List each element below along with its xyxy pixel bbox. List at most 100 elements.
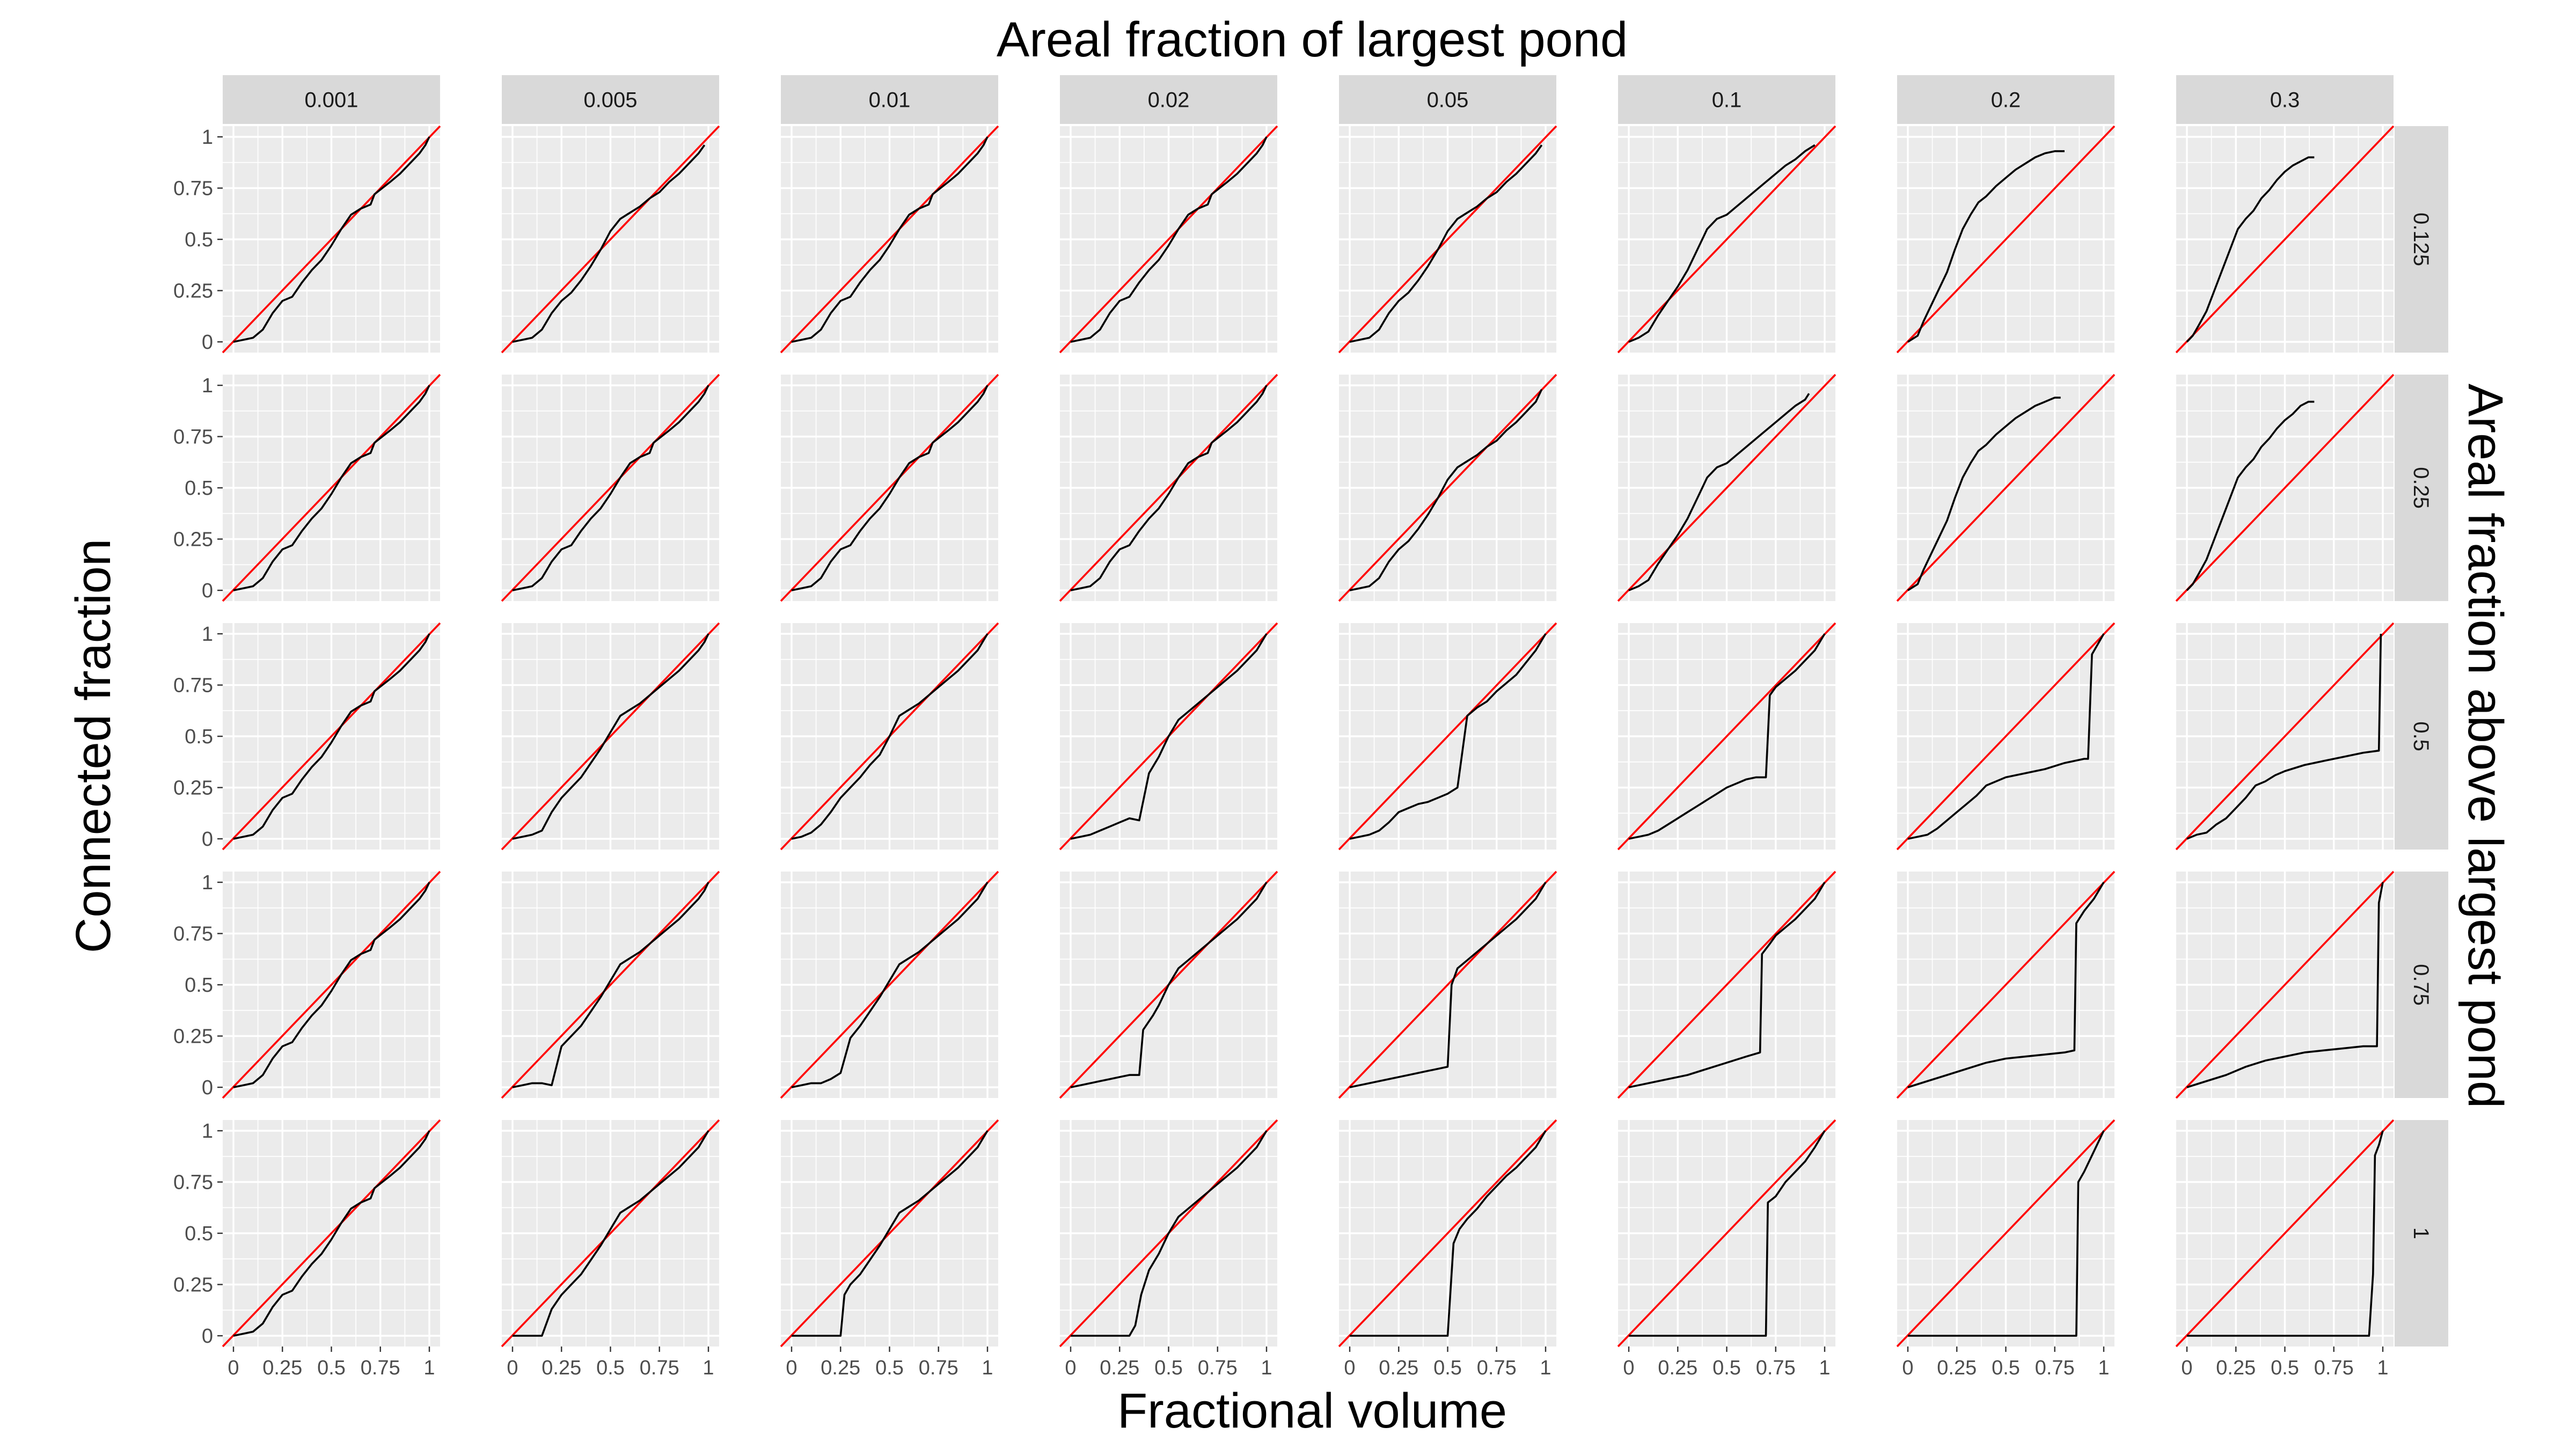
facet-panel: [1617, 125, 1836, 354]
x-tick-label: 0.75: [2035, 1357, 2075, 1379]
reference-line: [1896, 125, 2116, 354]
y-tick-label: 1: [202, 126, 213, 149]
panels-layer: 0.001 0.005 0.01 0.02 0.05 0.1 0.2 0.3 0.125 0.25…: [173, 75, 2448, 1379]
data-series-line: [1628, 633, 1826, 840]
reference-line: [1896, 1119, 2116, 1348]
row-strip-label: 0.25: [2409, 467, 2433, 509]
y-tick-label: 0: [202, 580, 213, 602]
data-series-line: [1907, 882, 2105, 1088]
y-tick-label: 0: [202, 1325, 213, 1348]
x-tick-label: 1: [2098, 1357, 2109, 1379]
data-series-line: [791, 136, 989, 343]
facet-panel: [780, 125, 999, 354]
y-tick-label: 0.25: [173, 280, 213, 303]
reference-line: [2175, 1119, 2395, 1348]
facet-panel: [1617, 374, 1836, 602]
x-tick-label: 0.75: [1198, 1357, 1238, 1379]
reference-line: [2175, 622, 2395, 851]
x-tick-label: 0.25: [821, 1357, 860, 1379]
facet-panel: [1059, 125, 1278, 354]
reference-line: [1059, 125, 1278, 354]
data-series-line: [1629, 1130, 1826, 1337]
y-tick-label: 0.25: [173, 1026, 213, 1048]
x-tick-label: 0: [2181, 1357, 2192, 1379]
x-tick-label: 0.75: [640, 1357, 679, 1379]
data-series-line: [1628, 144, 1816, 343]
data-series-line: [1907, 633, 2105, 840]
facet-panel: [501, 870, 720, 1099]
facet-panel: [1338, 622, 1557, 851]
x-tick-label: 0.25: [2216, 1357, 2256, 1379]
facet-panel: [2175, 870, 2395, 1099]
data-series-line: [791, 633, 989, 840]
facet-panel: [2175, 1119, 2395, 1348]
facet-panel: [1059, 374, 1278, 602]
reference-line: [1617, 1119, 1836, 1348]
x-tick-label: 0.25: [1937, 1357, 1977, 1379]
facet-panel: [780, 870, 999, 1099]
reference-line: [1617, 125, 1836, 354]
col-strip-label: 0.1: [1712, 89, 1742, 112]
reference-line: [2175, 870, 2395, 1099]
x-tick-label: 0.25: [1100, 1357, 1139, 1379]
col-strip-bg: [1897, 75, 2114, 124]
facet-panel: [1338, 125, 1557, 354]
facet-panel: [1896, 374, 2116, 602]
data-series-line: [1908, 1130, 2105, 1337]
y-tick-label: 0.75: [173, 178, 213, 200]
x-axis-title: Fractional volume: [1117, 1384, 1507, 1438]
y-tick-label: 0: [202, 1077, 213, 1099]
x-tick-label: 0: [786, 1357, 797, 1379]
col-strip-bg: [1618, 75, 1835, 124]
data-series-line: [791, 385, 989, 591]
facet-panel: [222, 374, 441, 602]
reference-line: [222, 125, 441, 354]
reference-line: [1059, 374, 1278, 602]
facet-panel: [2175, 125, 2395, 354]
reference-line: [1338, 125, 1557, 354]
facet-panel: [222, 870, 441, 1099]
reference-line: [1338, 622, 1557, 851]
x-tick-label: 1: [982, 1357, 993, 1379]
row-strip-bg: [2395, 623, 2448, 850]
x-tick-label: 0.5: [1713, 1357, 1741, 1379]
reference-line: [501, 1119, 720, 1348]
reference-line: [501, 622, 720, 851]
facet-panel: [1338, 1119, 1557, 1348]
facet-panel: [1059, 622, 1278, 851]
y-tick-label: 0: [202, 828, 213, 851]
row-strip-bg: [2395, 1120, 2448, 1346]
x-tick-label: 1: [423, 1357, 435, 1379]
data-series-line: [1349, 389, 1543, 591]
data-series-line: [2186, 882, 2384, 1088]
y-tick-label: 0.5: [185, 1223, 213, 1245]
x-tick-label: 0.25: [541, 1357, 581, 1379]
x-tick-label: 0.75: [919, 1357, 958, 1379]
facet-panel: [1338, 870, 1557, 1099]
facet-panel: [222, 1119, 441, 1348]
col-strip-bg: [2176, 75, 2394, 124]
facet-panel: [780, 374, 999, 602]
x-tick-label: 0.75: [361, 1357, 400, 1379]
y-tick-label: 1: [202, 1120, 213, 1143]
x-tick-label: 0: [1902, 1357, 1913, 1379]
data-series-line: [1907, 397, 2061, 591]
facet-panel: [222, 125, 441, 354]
reference-line: [1896, 374, 2116, 602]
data-series-line: [2186, 156, 2315, 343]
x-tick-label: 1: [2377, 1357, 2388, 1379]
y-tick-label: 0.75: [173, 426, 213, 449]
row-strip-label: 0.125: [2409, 213, 2433, 266]
reference-line: [1617, 622, 1836, 851]
y-tick-label: 0.25: [173, 529, 213, 551]
facet-panel: [1617, 622, 1836, 851]
facet-panel: [1896, 125, 2116, 354]
x-tick-label: 1: [1261, 1357, 1272, 1379]
y-tick-label: 1: [202, 375, 213, 397]
data-series-line: [1628, 882, 1826, 1088]
data-series-line: [233, 385, 430, 591]
reference-line: [1617, 374, 1836, 602]
y-tick-label: 0.5: [185, 726, 213, 748]
data-series-line: [1071, 1130, 1268, 1337]
reference-line: [780, 1119, 999, 1348]
